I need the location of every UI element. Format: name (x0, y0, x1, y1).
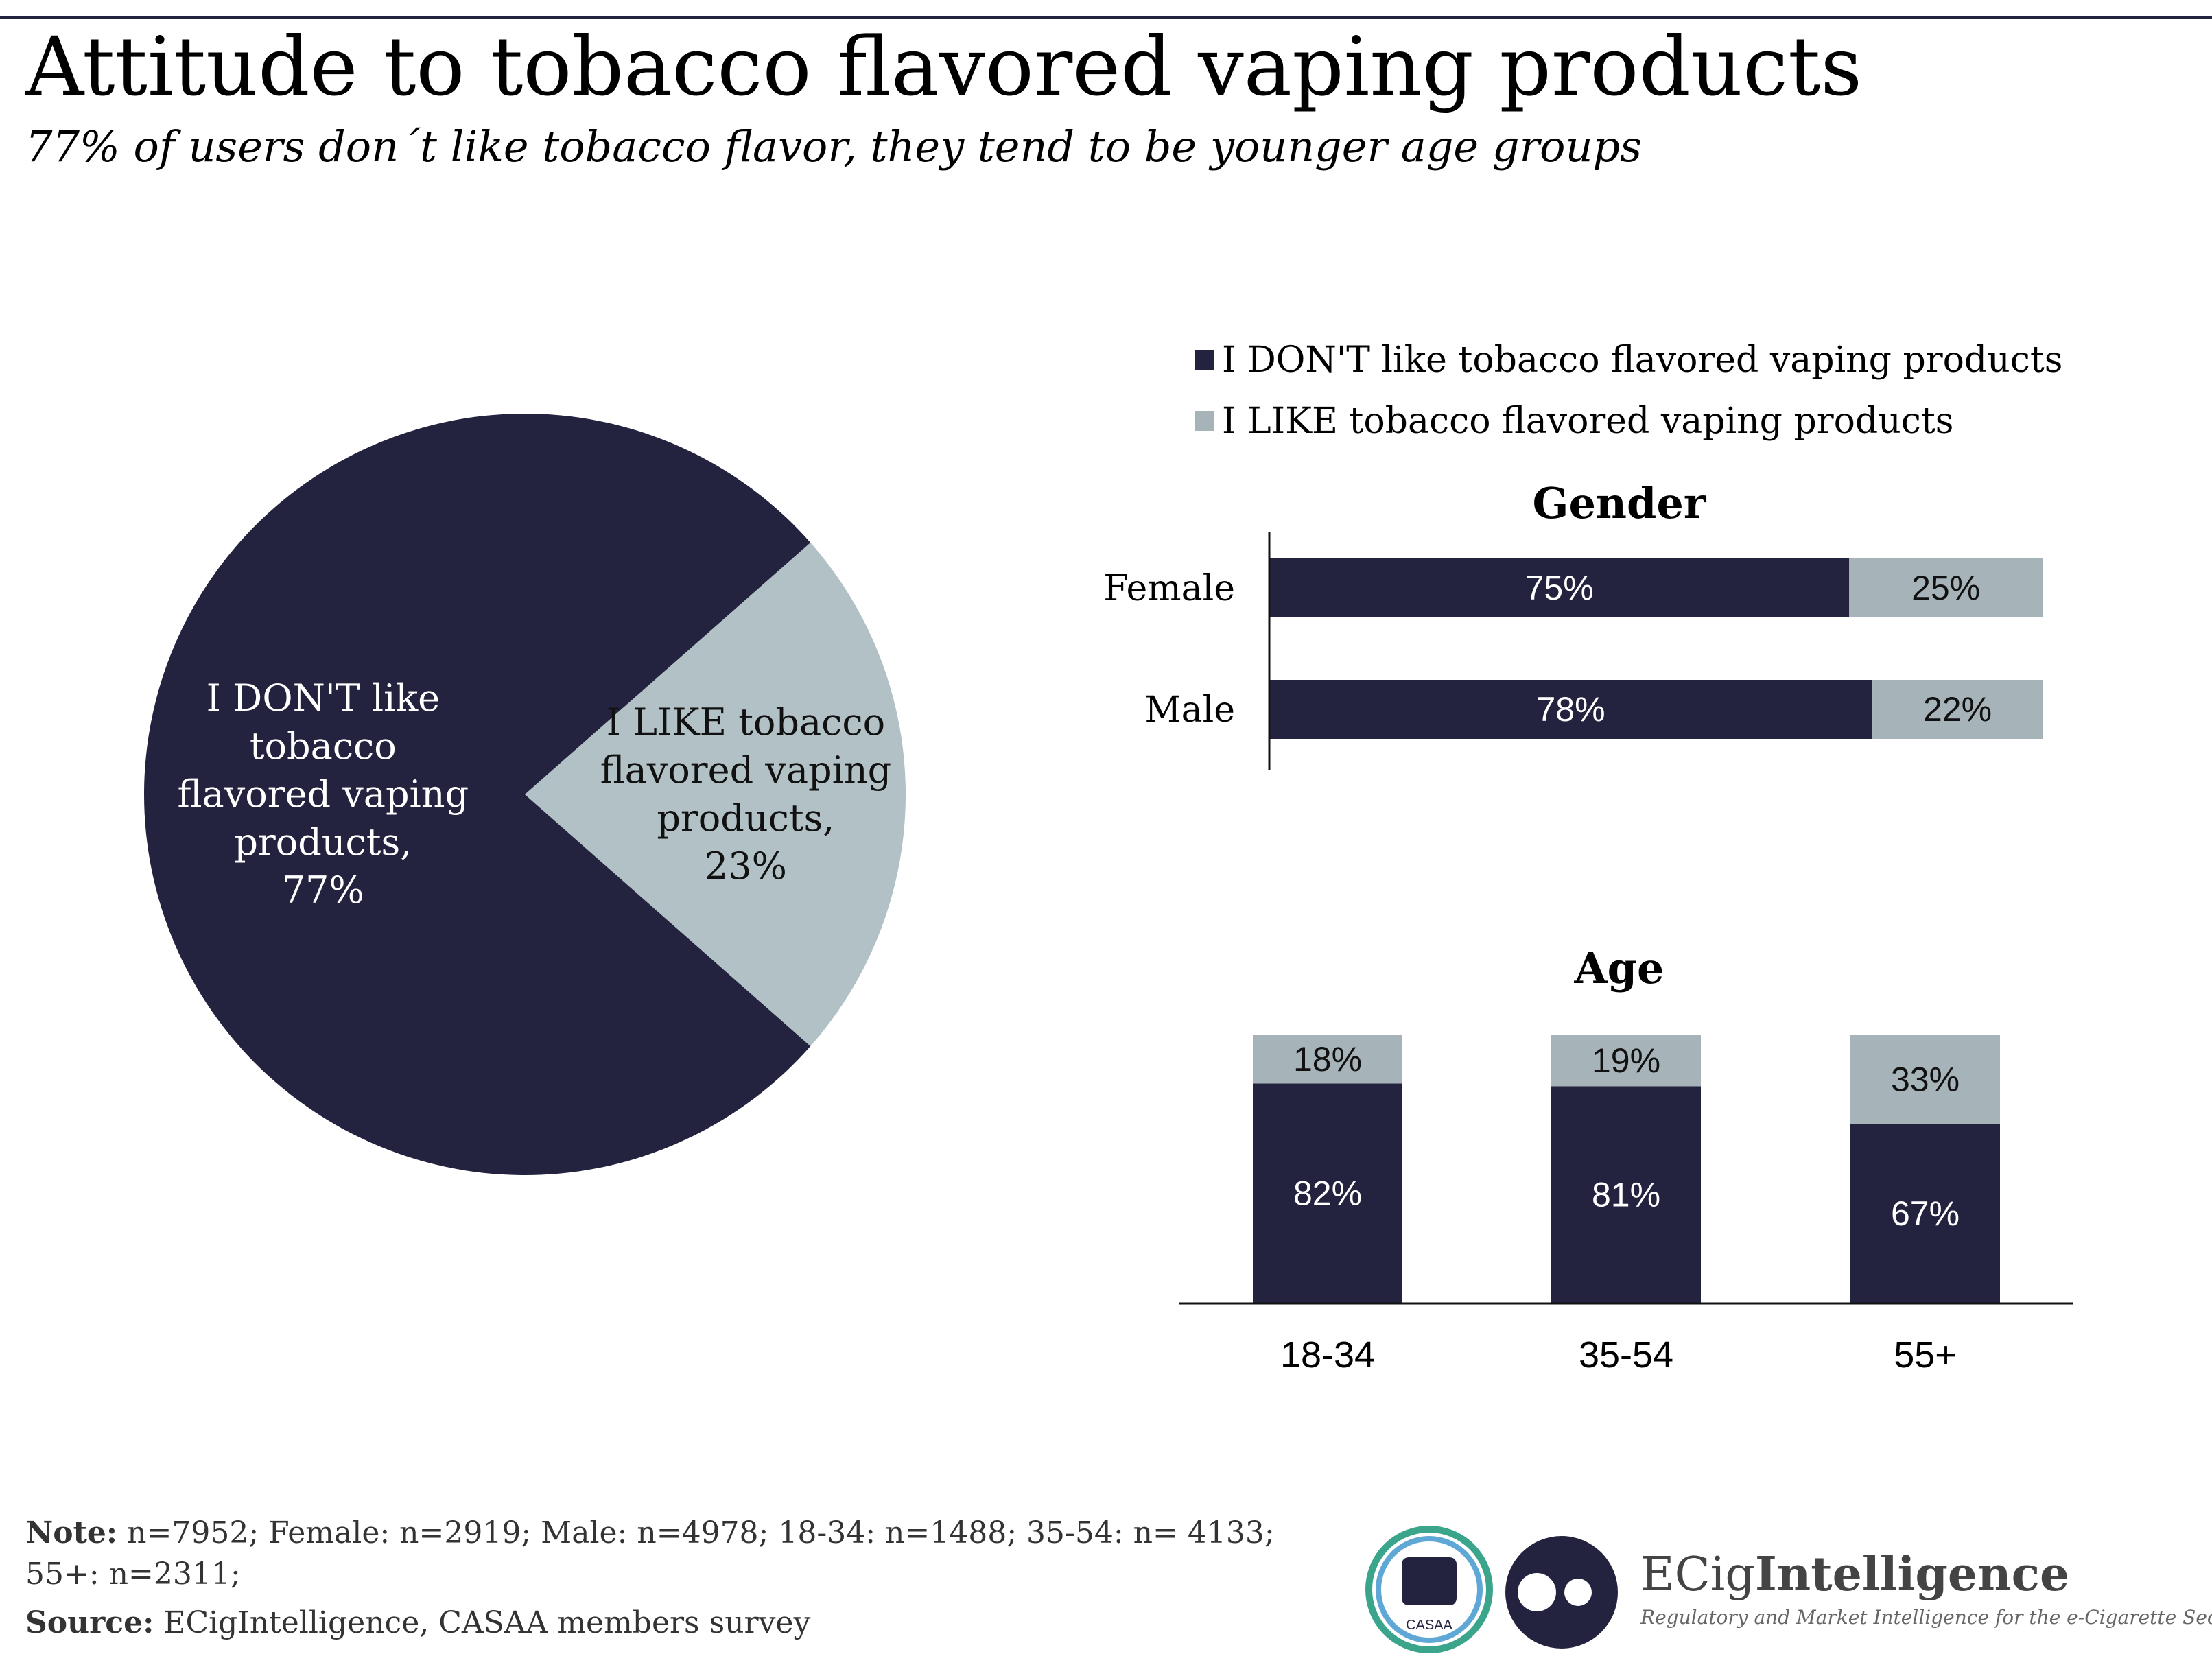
brand-bold: Intelligence (1755, 1547, 2069, 1602)
bar (1269, 680, 1873, 739)
x-tick-label: 55+ (1894, 1334, 1957, 1375)
ecig-logo-dot (1564, 1579, 1592, 1606)
bar (1850, 1124, 2000, 1303)
value-label: 81% (1592, 1176, 1660, 1214)
y-tick-label: Male (1144, 689, 1235, 731)
bar (1872, 680, 2043, 739)
pie-label: I LIKE tobacco flavored vaping products,… (595, 698, 897, 890)
legend-swatch (1195, 350, 1214, 370)
page-subtitle: 77% of users don´t like tobacco flavor, … (25, 121, 1642, 172)
value-label: 25% (1911, 569, 1980, 607)
pie-label: I DON'T like tobacco flavored vaping pro… (172, 674, 474, 914)
legend-swatch (1195, 411, 1214, 431)
source-label: Source: (25, 1605, 154, 1640)
pie-value-label: 23% (704, 844, 787, 888)
source-text: ECigIntelligence, CASAA members survey (163, 1605, 811, 1640)
note-text: n=7952; Female: n=2919; Male: n=4978; 18… (25, 1515, 1275, 1592)
pie-value-label: 77% (281, 869, 364, 912)
value-label: 22% (1923, 690, 1992, 729)
legend-label: I DON'T like tobacco flavored vaping pro… (1222, 340, 2062, 381)
casaa-logo (1365, 1526, 1493, 1653)
bar (1269, 558, 1850, 617)
casaa-logo-ring (1376, 1536, 1483, 1643)
chart-title: Age (1574, 943, 1664, 993)
page-title: Attitude to tobacco flavored vaping prod… (25, 19, 1862, 114)
value-label: 19% (1592, 1041, 1660, 1080)
bar (1253, 1083, 1402, 1303)
note: Note: n=7952; Female: n=2919; Male: n=49… (25, 1513, 1329, 1595)
value-label: 82% (1293, 1174, 1362, 1213)
bar (1551, 1086, 1701, 1303)
pie-slice (144, 414, 811, 1175)
casaa-text: CASAA (1406, 1618, 1452, 1633)
value-label: 75% (1525, 569, 1594, 607)
y-tick-label: Female (1103, 568, 1235, 609)
x-tick-label: 35-54 (1579, 1334, 1673, 1375)
bar (1849, 558, 2043, 617)
ecig-logo-dot (1518, 1573, 1556, 1611)
pie-slice (525, 542, 906, 1047)
brand: ECigIntelligence (1640, 1547, 2069, 1602)
x-tick-label: 18-34 (1280, 1334, 1375, 1375)
pie-category: I LIKE tobacco flavored vaping products, (600, 700, 892, 840)
brand-light: ECig (1640, 1548, 1755, 1602)
value-label: 78% (1536, 690, 1605, 729)
casaa-logo-mark (1402, 1557, 1457, 1605)
bar (1551, 1035, 1701, 1087)
legend-label: I LIKE tobacco flavored vaping products (1222, 401, 1953, 442)
note-label: Note: (25, 1515, 118, 1550)
pie-category: I DON'T like tobacco flavored vaping pro… (177, 676, 469, 864)
source: Source: ECigIntelligence, CASAA members … (25, 1603, 810, 1644)
bar (1253, 1035, 1402, 1084)
value-label: 18% (1293, 1040, 1362, 1078)
bar (1850, 1035, 2000, 1124)
tagline: Regulatory and Market Intelligence for t… (1640, 1606, 2212, 1629)
chart-title: Gender (1533, 478, 1707, 528)
value-label: 67% (1891, 1194, 1960, 1233)
value-label: 33% (1891, 1061, 1960, 1099)
ecig-logo (1505, 1536, 1618, 1649)
